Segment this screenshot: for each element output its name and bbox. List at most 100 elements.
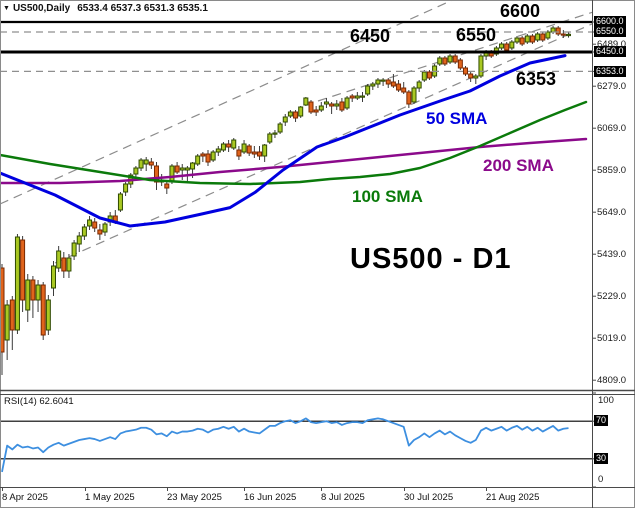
- bear-candle: [519, 37, 525, 45]
- bull-candle: [473, 75, 479, 79]
- bear-candle: [406, 91, 412, 105]
- bear-candle: [236, 149, 242, 157]
- sma-line-100-sma[interactable]: [0, 100, 588, 186]
- rsi-pane[interactable]: [0, 417, 592, 473]
- bear-candle: [504, 43, 510, 51]
- price-tick-label: 4809.0: [597, 374, 627, 386]
- bull-candle: [262, 144, 268, 157]
- bear-candle: [293, 111, 299, 119]
- bull-candle: [87, 219, 93, 227]
- date-tick-label: 23 May 2025: [167, 492, 222, 503]
- bear-candle: [0, 267, 5, 353]
- bull-candle: [535, 33, 541, 41]
- bull-candle: [514, 37, 520, 43]
- bull-candle: [524, 35, 530, 43]
- bear-candle: [200, 153, 206, 157]
- bear-candle: [30, 279, 36, 301]
- bull-candle: [14, 236, 20, 331]
- bear-candle: [442, 57, 448, 65]
- date-tick-label: 21 Aug 2025: [486, 492, 540, 503]
- bear-candle: [457, 59, 463, 69]
- price-badge-6450: 6450.0: [594, 46, 626, 57]
- bull-candle: [545, 31, 551, 39]
- bull-candle: [123, 183, 129, 193]
- bull-candle: [76, 235, 82, 245]
- price-badge-6550: 6550.0: [594, 26, 626, 37]
- bear-candle: [385, 79, 391, 85]
- bear-candle: [560, 33, 566, 36]
- bull-candle: [509, 41, 515, 49]
- bear-candle: [308, 101, 314, 113]
- bull-candle: [117, 193, 123, 211]
- bull-candle: [323, 101, 329, 105]
- price-tick-label: 5649.0: [597, 206, 627, 218]
- bear-candle: [426, 71, 432, 79]
- bear-candle: [20, 239, 26, 301]
- bull-candle: [267, 133, 273, 143]
- bull-candle: [287, 111, 293, 117]
- price-axis[interactable]: 6600.0 6550.0 6450.0 6353.0 100 70 30 0 …: [593, 0, 635, 508]
- bull-candle: [25, 279, 31, 311]
- rsi-axis-30-badge: 30: [594, 453, 609, 464]
- price-tick-label: 5859.0: [597, 164, 627, 176]
- bull-candle: [360, 95, 365, 98]
- bear-candle: [246, 145, 252, 154]
- bull-candle: [71, 242, 77, 257]
- bull-candle: [365, 85, 371, 95]
- bull-candle: [4, 304, 10, 341]
- rsi-line: [1, 417, 569, 473]
- bull-candle: [354, 95, 360, 99]
- bear-candle: [401, 87, 407, 93]
- date-tick-label: 8 Apr 2025: [2, 492, 48, 503]
- bull-candle: [56, 250, 62, 269]
- bear-candle: [257, 151, 262, 157]
- price-badge-6600: 6600.0: [594, 16, 626, 27]
- bear-candle: [349, 95, 355, 99]
- price-tick-label: 6489.0: [597, 38, 627, 50]
- bull-candle: [220, 143, 226, 151]
- time-axis[interactable]: 8 Apr 2025 1 May 2025 23 May 2025 16 Jun 20…: [0, 488, 592, 508]
- bear-candle: [251, 151, 257, 155]
- bear-candle: [540, 33, 546, 41]
- bull-candle: [437, 57, 443, 65]
- bear-candle: [174, 165, 180, 173]
- bull-candle: [81, 226, 87, 237]
- rsi-axis-0: 0: [598, 474, 604, 485]
- bear-candle: [468, 73, 474, 79]
- trend-channel-line[interactable]: [54, 12, 618, 264]
- bull-candle: [375, 79, 381, 85]
- bull-candle: [272, 132, 278, 135]
- bull-candle: [231, 139, 237, 149]
- bear-candle: [463, 67, 468, 75]
- bull-candle: [35, 284, 41, 301]
- bull-candle: [277, 123, 283, 133]
- main-price-pane[interactable]: [0, 0, 618, 375]
- bull-candle: [190, 162, 196, 170]
- bull-candle: [66, 257, 72, 272]
- sma-line-50-sma[interactable]: [0, 54, 567, 228]
- bull-candle: [51, 265, 56, 289]
- pane-divider[interactable]: [0, 390, 635, 395]
- candles: [0, 26, 571, 375]
- bull-candle: [298, 106, 304, 117]
- bull-candle: [45, 299, 51, 331]
- bear-candle: [529, 35, 535, 43]
- trend-channel-line[interactable]: [0, 0, 458, 205]
- bull-candle: [421, 71, 427, 81]
- bear-candle: [164, 183, 170, 189]
- date-tick-label: 16 Jun 2025: [244, 492, 297, 503]
- bull-candle: [195, 155, 201, 165]
- price-tick-label: 6279.0: [597, 80, 627, 92]
- bear-candle: [205, 153, 211, 163]
- price-tick-label: 5439.0: [597, 248, 627, 260]
- bull-candle: [184, 167, 190, 171]
- trend-channel-line[interactable]: [317, 10, 598, 102]
- bull-candle: [566, 33, 571, 37]
- price-badge-6353: 6353.0: [594, 66, 626, 77]
- bull-candle: [380, 79, 386, 82]
- sma-line-200-sma[interactable]: [0, 137, 588, 185]
- bear-candle: [226, 143, 232, 148]
- price-tick-label: 5229.0: [597, 290, 627, 302]
